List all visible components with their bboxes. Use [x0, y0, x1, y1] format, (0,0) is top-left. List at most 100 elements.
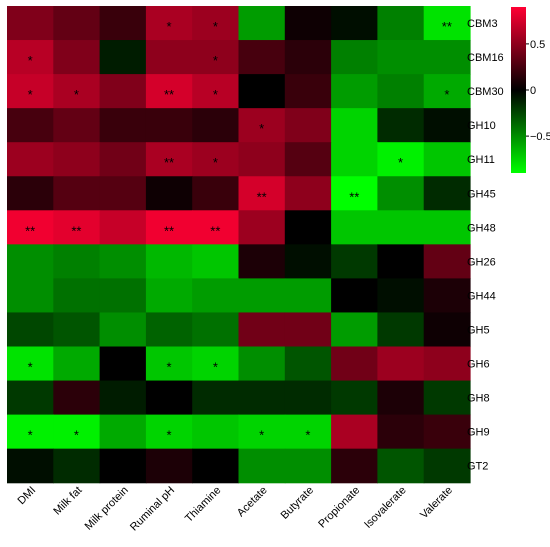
heatmap-cell: [99, 210, 147, 245]
column-label: Milk protein: [83, 484, 131, 532]
heatmap-cell: [192, 6, 240, 41]
heatmap-cell: [145, 6, 193, 41]
heatmap-cell: [331, 414, 378, 450]
heatmap-cell: [377, 6, 425, 41]
heatmap-cell: [331, 142, 378, 177]
column-label: Milk fat: [51, 484, 84, 517]
heatmap-cell: [284, 380, 332, 416]
heatmap-cell: [377, 176, 425, 211]
heatmap-cell: [238, 142, 286, 177]
heatmap-cell: [99, 142, 147, 177]
heatmap-cells: [7, 6, 471, 484]
heatmap-cell: [377, 210, 425, 245]
heatmap-cell: [99, 176, 147, 211]
heatmap-cell: [377, 312, 425, 348]
row-label: GH5: [467, 324, 490, 336]
heatmap-cell: [99, 40, 147, 75]
heatmap-cell: [192, 448, 240, 484]
column-label: Valerate: [418, 484, 455, 521]
heatmap-cell: [99, 6, 147, 41]
row-label: GH8: [467, 393, 490, 405]
column-label: DMI: [16, 484, 39, 507]
significance-marker: **: [164, 223, 174, 238]
significance-marker: *: [167, 19, 172, 34]
heatmap-cell: [192, 142, 240, 177]
significance-marker: *: [213, 360, 218, 375]
significance-marker: *: [28, 53, 33, 68]
significance-marker: **: [25, 223, 35, 238]
colorbar-tick-label: 0.5: [530, 39, 545, 51]
heatmap-cell: [238, 176, 286, 211]
heatmap-cell: [377, 74, 425, 109]
heatmap-cell: [145, 244, 193, 279]
significance-marker: **: [257, 189, 267, 204]
heatmap-cell: [423, 312, 471, 348]
row-label: GH26: [467, 256, 496, 268]
heatmap-cell: [145, 176, 193, 211]
heatmap-cell: [192, 176, 240, 211]
significance-marker: *: [398, 155, 403, 170]
significance-marker: *: [305, 428, 310, 443]
heatmap-cell: [145, 108, 193, 143]
heatmap-cell: [238, 346, 286, 382]
significance-marker: *: [444, 87, 449, 102]
heatmap-cell: [192, 346, 240, 382]
heatmap-cell: [192, 210, 240, 245]
heatmap-cell: [423, 6, 471, 41]
heatmap-cell: [192, 40, 240, 75]
significance-marker: *: [167, 428, 172, 443]
heatmap-cell: [377, 40, 425, 75]
heatmap-cell: [53, 244, 101, 279]
heatmap-cell: [53, 414, 101, 450]
significance-marker: **: [210, 223, 220, 238]
significance-marker: **: [349, 189, 359, 204]
heatmap-cell: [99, 448, 147, 484]
heatmap-cell: [145, 142, 193, 177]
heatmap-cell: [284, 448, 332, 484]
heatmap-cell: [53, 312, 101, 348]
heatmap-cell: [238, 278, 286, 314]
heatmap-cell: [331, 278, 378, 314]
heatmap-cell: [423, 244, 471, 279]
heatmap-cell: [331, 346, 378, 382]
heatmap-cell: [284, 414, 332, 450]
column-label: Acetate: [235, 484, 270, 519]
heatmap-cell: [7, 210, 54, 245]
significance-marker: *: [28, 360, 33, 375]
heatmap-cell: [145, 380, 193, 416]
column-label: Thiamine: [183, 484, 223, 524]
heatmap-cell: [331, 448, 378, 484]
heatmap-cell: [7, 142, 54, 177]
column-label: Isovalerate: [362, 484, 409, 531]
heatmap-cell: [7, 346, 54, 382]
row-label: CBM30: [467, 86, 504, 98]
heatmap-cell: [377, 346, 425, 382]
heatmap-cell: [284, 6, 332, 41]
heatmap-cell: [7, 380, 54, 416]
heatmap-cell: [53, 448, 101, 484]
heatmap-cell: [331, 380, 378, 416]
heatmap-cell: [331, 108, 378, 143]
heatmap-cell: [192, 108, 240, 143]
heatmap-cell: [192, 414, 240, 450]
heatmap-cell: [377, 278, 425, 314]
heatmap-cell: [284, 176, 332, 211]
heatmap-cell: [99, 312, 147, 348]
heatmap-cell: [377, 414, 425, 450]
heatmap-cell: [99, 346, 147, 382]
heatmap-cell: [192, 74, 240, 109]
heatmap-cell: [331, 244, 378, 279]
heatmap-cell: [53, 6, 101, 41]
row-label: GH48: [467, 222, 496, 234]
heatmap-cell: [377, 108, 425, 143]
heatmap-cell: [377, 380, 425, 416]
heatmap-cell: [423, 108, 471, 143]
heatmap-cell: [377, 244, 425, 279]
row-label: GH10: [467, 120, 496, 132]
heatmap-cell: [284, 108, 332, 143]
heatmap-cell: [99, 278, 147, 314]
heatmap-cell: [7, 244, 54, 279]
colorbar-gradient: [511, 7, 526, 173]
